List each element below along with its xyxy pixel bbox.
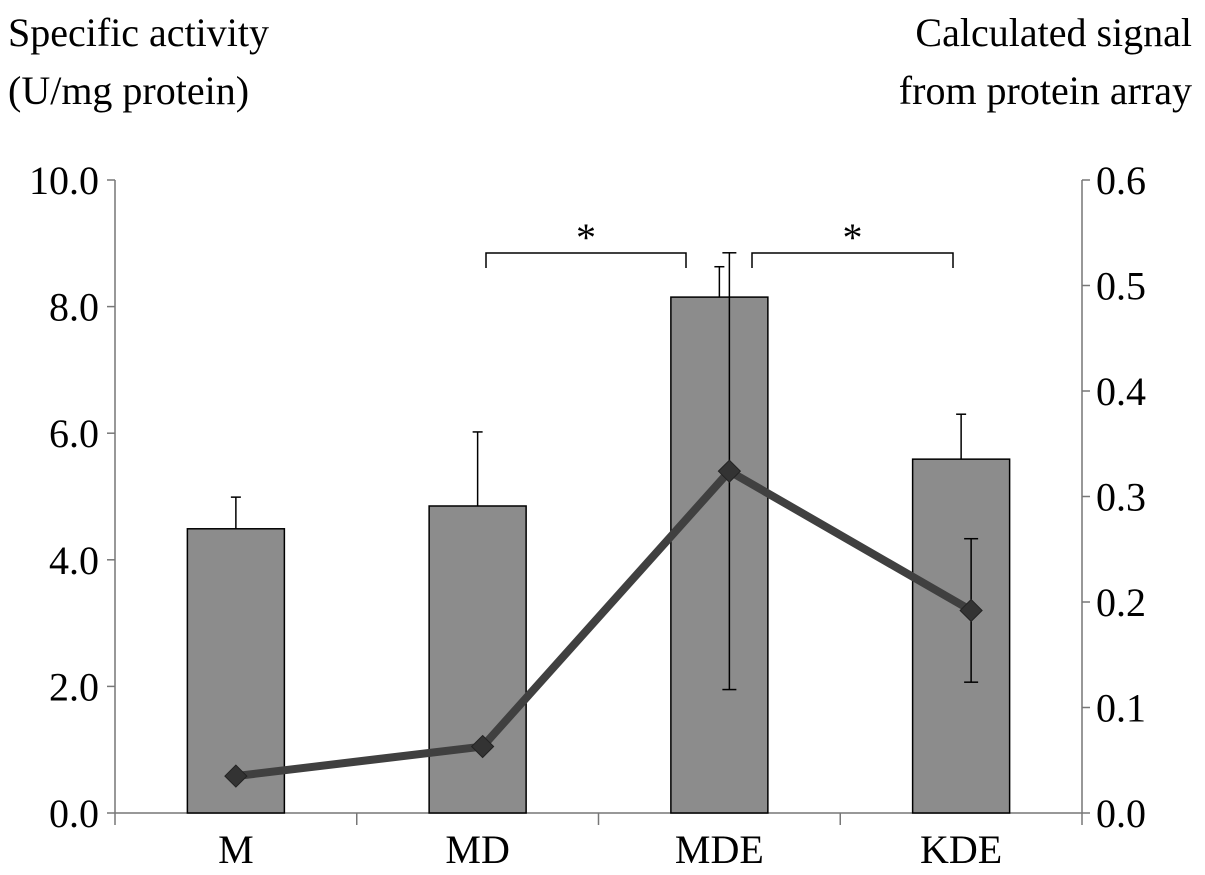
bar [911, 458, 1011, 814]
bar [428, 505, 527, 814]
line-marker [959, 598, 983, 623]
line-marker [717, 459, 742, 483]
left-axis-title-line2: (U/mg protein) [8, 68, 249, 113]
x-tick-label: M [218, 827, 254, 872]
right-tick-label: 0.2 [1096, 580, 1146, 625]
significance-asterisk: * [576, 215, 596, 260]
left-tick-label: 8.0 [49, 285, 99, 330]
bar [670, 296, 769, 814]
line-marker [224, 764, 248, 788]
right-axis-title-line1: Calculated signal [915, 10, 1192, 55]
x-tick-label: MDE [675, 827, 764, 872]
line-marker [470, 734, 495, 759]
x-tick-label: KDE [920, 827, 1002, 872]
right-tick-label: 0.5 [1096, 264, 1146, 309]
line-series [235, 467, 974, 781]
left-tick-label: 2.0 [49, 664, 99, 709]
right-tick-label: 0.4 [1096, 369, 1146, 414]
left-tick-label: 6.0 [49, 411, 99, 456]
significance-bracket [485, 252, 687, 268]
right-tick-label: 0.3 [1096, 475, 1146, 520]
right-tick-label: 0.0 [1096, 791, 1146, 836]
right-tick-label: 0.6 [1096, 158, 1146, 203]
right-tick-label: 0.1 [1096, 686, 1146, 731]
left-axis-title-line1: Specific activity [8, 10, 269, 55]
left-tick-label: 10.0 [29, 158, 99, 203]
significance-bracket [751, 252, 954, 268]
right-axis-title-line2: from protein array [899, 68, 1192, 113]
significance-asterisk: * [843, 215, 863, 260]
x-tick-label: MD [445, 827, 509, 872]
left-tick-label: 4.0 [49, 538, 99, 583]
left-tick-label: 0.0 [49, 791, 99, 836]
